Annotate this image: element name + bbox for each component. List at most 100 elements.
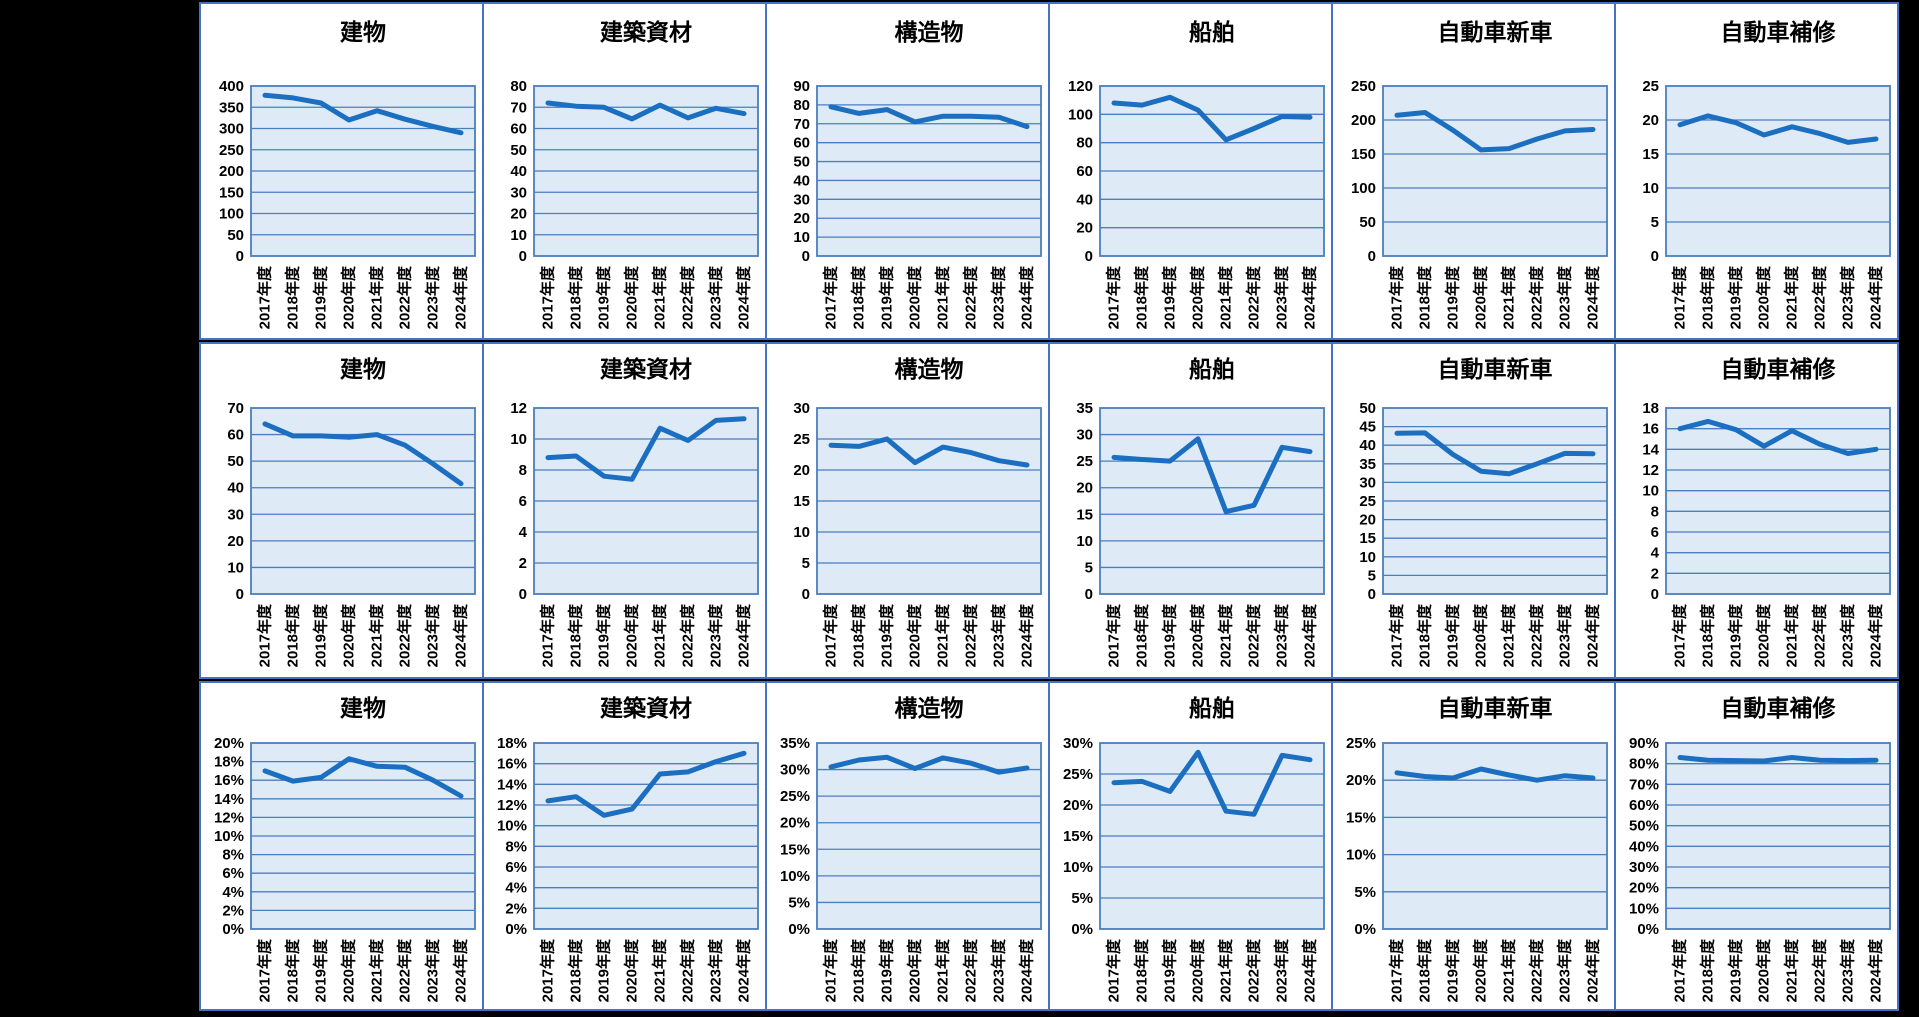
y-axis-tick-label: 90 bbox=[793, 78, 810, 95]
y-axis-tick-label: 0% bbox=[1354, 921, 1376, 938]
plot-border bbox=[1382, 85, 1608, 257]
x-axis-tick-label: 2023年度 bbox=[707, 938, 725, 1002]
y-axis-tick-label: 12% bbox=[214, 809, 244, 826]
y-axis-tick-label: 16% bbox=[214, 772, 244, 789]
x-axis-tick-label: 2022年度 bbox=[962, 603, 980, 667]
x-axis-tick-label: 2020年度 bbox=[1189, 938, 1207, 1002]
chart-canvas: 建築資材 0 10 20 30 40 50 60 70 80 2017年度 2018年度 2019年度 2… bbox=[510, 19, 759, 329]
x-axis-tick-label: 2018年度 bbox=[1416, 938, 1434, 1002]
x-axis-tick-label: 2024年度 bbox=[1867, 265, 1885, 329]
x-axis-tick-label: 2020年度 bbox=[906, 603, 924, 667]
y-axis-tick-label: 60 bbox=[1076, 163, 1093, 180]
chart-canvas: 建物 0% 2%4% 6%8% 10% 12%14% 16%18% 20% 2017年度 2018… bbox=[214, 695, 476, 1002]
y-axis-tick-label: 25% bbox=[1346, 735, 1376, 752]
x-axis-tick-label: 2022年度 bbox=[962, 265, 980, 329]
y-axis-tick-label: 150 bbox=[219, 184, 244, 201]
chart-panel-row3-col6: 自動車補修 0% 10% 20% 30% 40% 50% 60% 70% 80% 90% 2017年度… bbox=[1614, 681, 1899, 1011]
y-axis-tick-label: 0 bbox=[519, 586, 527, 603]
y-axis-tick-label: 20 bbox=[1076, 480, 1093, 497]
chart-panel-row1-col4: 船舶 0 20 40 60 80 100 120 2017年度 2018年度 2019年度 2020年… bbox=[1048, 2, 1333, 340]
x-axis-tick-label: 2018年度 bbox=[284, 265, 302, 329]
y-axis-tick-label: 6 bbox=[519, 493, 527, 510]
y-axis-tick-label: 30 bbox=[227, 506, 244, 523]
x-axis-tick-label: 2017年度 bbox=[1105, 938, 1123, 1002]
plot-border bbox=[1665, 85, 1891, 257]
x-axis-tick-label: 2021年度 bbox=[1500, 265, 1518, 329]
x-axis-tick-label: 2020年度 bbox=[1755, 603, 1773, 667]
y-axis-tick-label: 0% bbox=[505, 921, 527, 938]
x-axis-tick-label: 2018年度 bbox=[284, 603, 302, 667]
series-line bbox=[1677, 755, 1879, 764]
x-axis-tick-label: 2024年度 bbox=[1867, 603, 1885, 667]
x-axis-tick-label: 2023年度 bbox=[1556, 603, 1574, 667]
x-axis-tick-label: 2023年度 bbox=[1839, 603, 1857, 667]
x-axis-tick-label: 2022年度 bbox=[396, 603, 414, 667]
x-axis-tick-label: 2022年度 bbox=[1811, 938, 1829, 1002]
y-axis-tick-label: 10 bbox=[793, 524, 810, 541]
y-axis-tick-label: 40 bbox=[793, 172, 810, 189]
chart-panel-row3-col1: 建物 0% 2% 4% 6% 8% 10% 12% 14% 16% 18% 20% 2017年度 2018… bbox=[199, 681, 484, 1011]
x-axis-tick-label: 2019年度 bbox=[1727, 265, 1745, 329]
x-axis-tick-label: 2023年度 bbox=[1273, 938, 1291, 1002]
y-axis-tick-label: 6 bbox=[1651, 524, 1659, 541]
y-axis-tick-label: 0 bbox=[1651, 586, 1659, 603]
series-line bbox=[545, 750, 747, 818]
y-axis-tick-label: 200 bbox=[219, 163, 244, 180]
y-axis-tick-label: 0 bbox=[1085, 586, 1093, 603]
series-line bbox=[1111, 436, 1313, 515]
x-axis-tick-label: 2017年度 bbox=[539, 265, 557, 329]
x-axis-tick-label: 2017年度 bbox=[1671, 265, 1689, 329]
y-axis-tick-label: 10 bbox=[1076, 533, 1093, 550]
x-axis-tick-label: 2018年度 bbox=[1416, 265, 1434, 329]
y-axis-tick-label: 4 bbox=[519, 524, 528, 541]
x-axis-tick-label: 2017年度 bbox=[256, 265, 274, 329]
y-axis-tick-label: 40% bbox=[1629, 838, 1659, 855]
chart-title: 自動車補修 bbox=[1721, 19, 1837, 45]
x-axis-tick-label: 2019年度 bbox=[1161, 603, 1179, 667]
x-axis-tick-label: 2017年度 bbox=[539, 603, 557, 667]
x-axis-tick-label: 2019年度 bbox=[595, 938, 613, 1002]
y-axis-tick-label: 10 bbox=[510, 431, 527, 448]
chart-canvas: 自動車新車 0% 5% 10% 15% 20% 25% 2017年度 2018年度 2019年度 2… bbox=[1346, 695, 1608, 1002]
y-axis-tick-label: 30 bbox=[793, 191, 810, 208]
x-axis-tick-label: 2017年度 bbox=[539, 938, 557, 1002]
y-axis-tick-label: 12 bbox=[1642, 462, 1659, 479]
x-axis-tick-label: 2018年度 bbox=[850, 265, 868, 329]
x-axis-tick-label: 2022年度 bbox=[1528, 265, 1546, 329]
x-axis-tick-label: 2018年度 bbox=[1699, 265, 1717, 329]
y-axis-tick-label: 45 bbox=[1359, 419, 1376, 436]
series-line bbox=[262, 421, 464, 487]
chart-title: 構造物 bbox=[895, 695, 964, 721]
chart-canvas: 船舶 0 5 10 15 20 25 30 35 2017年度 2018年度 2019年度 2020年度… bbox=[1076, 356, 1325, 667]
chart-canvas: 自動車新車 0 50 100 150 200 250 2017年度 2018年度 2019年度 20… bbox=[1351, 19, 1608, 329]
chart-panel-row2-col3: 構造物 0 5 10 15 20 25 30 2017年度 2018年度 2019年度 2020年度 2… bbox=[765, 342, 1050, 679]
chart-canvas: 建物 0 10 20 30 40 50 60 70 2017年度 2018年度 2019年度 2020年… bbox=[227, 356, 476, 667]
y-axis-tick-label: 60 bbox=[510, 121, 527, 138]
plot-border bbox=[1099, 407, 1325, 595]
y-axis-tick-label: 70% bbox=[1629, 776, 1659, 793]
y-axis-tick-label: 20 bbox=[510, 206, 527, 223]
x-axis-tick-label: 2022年度 bbox=[396, 938, 414, 1002]
y-axis-tick-label: 100 bbox=[1351, 180, 1376, 197]
x-axis-tick-label: 2021年度 bbox=[368, 265, 386, 329]
y-axis-tick-label: 0 bbox=[802, 248, 810, 265]
x-axis-tick-label: 2021年度 bbox=[1500, 603, 1518, 667]
x-axis-tick-label: 2017年度 bbox=[1105, 603, 1123, 667]
x-axis-tick-label: 2019年度 bbox=[595, 603, 613, 667]
y-axis-tick-label: 2% bbox=[505, 900, 527, 917]
x-axis-tick-label: 2021年度 bbox=[1217, 938, 1235, 1002]
chart-canvas: 構造物 0% 5% 10% 15% 20% 25% 30% 35% 2017年度 2018年度 201… bbox=[780, 695, 1042, 1002]
x-axis-tick-label: 2022年度 bbox=[1811, 603, 1829, 667]
x-axis-tick-label: 2020年度 bbox=[906, 265, 924, 329]
x-axis-tick-label: 2018年度 bbox=[1133, 938, 1151, 1002]
y-axis-tick-label: 18 bbox=[1642, 400, 1659, 417]
x-axis-tick-label: 2017年度 bbox=[1671, 938, 1689, 1002]
plot-border bbox=[1382, 742, 1608, 930]
y-axis-tick-label: 30 bbox=[1359, 474, 1376, 491]
x-axis-tick-label: 2023年度 bbox=[707, 603, 725, 667]
x-axis-tick-label: 2023年度 bbox=[1556, 265, 1574, 329]
chart-title: 建築資材 bbox=[600, 356, 692, 382]
x-axis-tick-label: 2023年度 bbox=[424, 938, 442, 1002]
x-axis-tick-label: 2020年度 bbox=[623, 603, 641, 667]
